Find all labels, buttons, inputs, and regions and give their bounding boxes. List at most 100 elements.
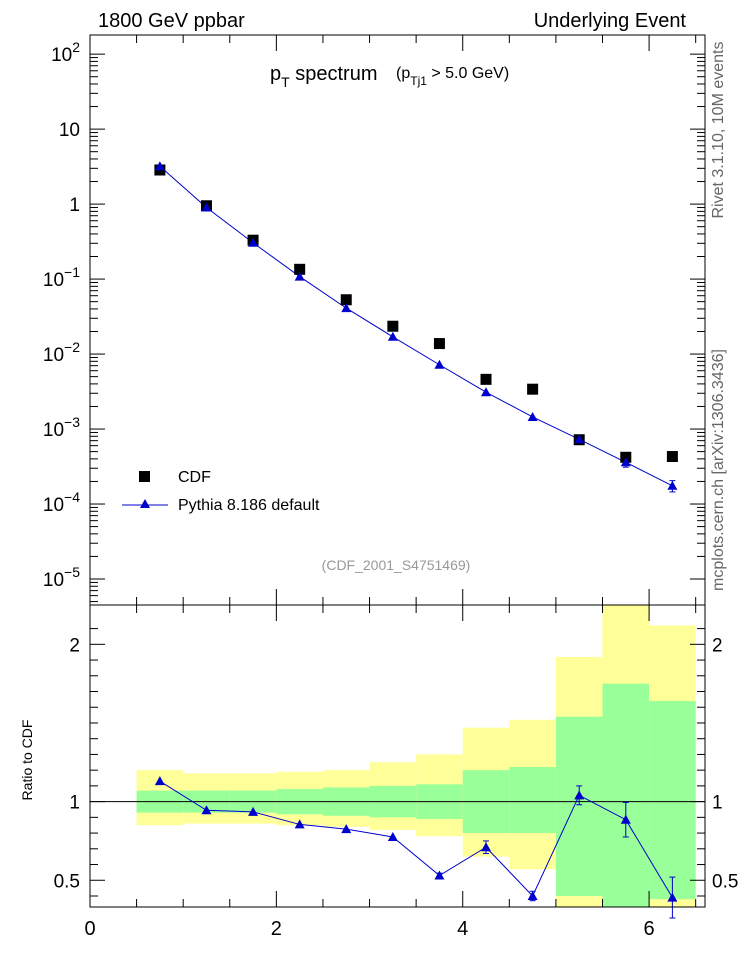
pythia-data-point	[387, 331, 398, 341]
y-tick-base: 10	[43, 420, 64, 441]
analysis-tag: (CDF_2001_S4751469)	[322, 557, 471, 573]
pythia-ratio-point	[527, 890, 538, 900]
title-cut-rest: > 5.0 GeV)	[427, 65, 509, 82]
ratio-inner-band	[555, 716, 603, 896]
ratio-y-tick-label-right: 1	[712, 793, 723, 814]
pythia-data-point	[201, 202, 212, 212]
y-tick-base: 10	[59, 120, 80, 141]
pythia-data-point	[294, 271, 305, 281]
y-tick-exp: −2	[64, 339, 80, 355]
ratio-inner-band	[649, 700, 696, 900]
y-tick-exp: −4	[64, 489, 80, 505]
legend-label-pythia: Pythia 8.186 default	[178, 497, 320, 514]
y-tick-label: 10−4	[43, 489, 80, 516]
plot-title: pT spectrum	[270, 63, 378, 90]
spectrum-frame	[89, 34, 706, 606]
pythia-ratio-point	[620, 814, 631, 824]
title-main-rest: spectrum	[290, 63, 378, 85]
y-tick-exp: −5	[64, 564, 80, 580]
pythia-data-point	[620, 457, 631, 467]
pythia-data-point	[341, 303, 352, 313]
title-cut-open: (p	[396, 65, 410, 82]
legend-label-cdf: CDF	[178, 469, 211, 486]
ratio-uncertainty-bands	[136, 605, 696, 907]
spectrum-series	[154, 161, 678, 493]
title-main: p	[270, 63, 281, 85]
x-tick-label: 0	[84, 918, 95, 940]
pythia-ratio-point	[667, 892, 678, 902]
ratio-series	[154, 776, 678, 919]
pythia-data-point	[248, 237, 259, 247]
pythia-ratio-point	[434, 870, 445, 880]
legend-marker-cdf	[139, 471, 150, 482]
plot-title-cut: (pTj1 > 5.0 GeV)	[396, 65, 509, 88]
pythia-data-point	[434, 359, 445, 369]
cdf-data-point	[666, 451, 678, 463]
x-tick-label: 2	[271, 918, 282, 940]
legend: CDF Pythia 8.186 default	[122, 469, 320, 514]
cdf-data-point	[294, 263, 306, 275]
y-tick-exp: −1	[64, 264, 80, 280]
pythia-data-point	[574, 434, 585, 444]
ratio-y-tick-label: 1	[69, 793, 80, 814]
ratio-y-tick-label: 2	[69, 635, 80, 656]
ratio-y-tick-label: 0.5	[54, 871, 80, 892]
y-tick-base: 1	[69, 195, 80, 216]
ratio-y-axis: 0.5 0.5 1 1 2 2	[54, 628, 738, 897]
header-left: 1800 GeV ppbar	[98, 10, 245, 32]
pythia-data-point	[667, 480, 678, 490]
cdf-data-point	[340, 294, 352, 306]
pythia-ratio-point	[248, 806, 259, 816]
ratio-y-label: Ratio to CDF	[19, 720, 35, 801]
rivet-version-label: Rivet 3.1.10, 10M events	[710, 42, 727, 219]
ratio-frame	[89, 604, 706, 908]
pythia-ratio-point	[481, 842, 492, 852]
y-tick-base: 10	[51, 45, 72, 66]
title-cut-sub: Tj1	[410, 74, 427, 88]
y-tick-label: 10−5	[43, 564, 80, 591]
pythia-ratio-point	[341, 824, 352, 834]
ratio-panel: 0.5 0.5 1 1 2 2 0 2 4 6 Ratio to CDF	[19, 604, 738, 940]
cdf-data-point	[480, 373, 492, 385]
cdf-data-point	[433, 338, 445, 350]
ratio-inner-band	[509, 767, 556, 834]
mcplots-label: mcplots.cern.ch [arXiv:1306.3436]	[710, 349, 727, 591]
pythia-spectrum-line	[159, 165, 673, 487]
y-tick-base: 10	[43, 345, 64, 366]
ratio-y-tick-label-right: 2	[712, 635, 723, 656]
ratio-inner-band	[602, 683, 650, 907]
pythia-data-point	[154, 161, 165, 171]
pythia-ratio-point	[294, 819, 305, 829]
pythia-ratio-line	[159, 780, 673, 898]
ratio-y-tick-label-right: 0.5	[712, 871, 738, 892]
cdf-data-point	[620, 451, 632, 463]
y-tick-label: 102	[51, 39, 80, 66]
y-tick-label: 10−1	[43, 264, 80, 291]
y-tick-label: 10	[59, 120, 80, 141]
pythia-ratio-point	[387, 832, 398, 842]
y-tick-base: 10	[43, 495, 64, 516]
cdf-data-point	[527, 383, 539, 395]
pythia-ratio-point	[574, 790, 585, 800]
pythia-data-point	[527, 411, 538, 421]
y-tick-label: 1	[69, 195, 80, 216]
title-main-sub: T	[281, 74, 290, 90]
pythia-data-point	[481, 387, 492, 397]
pythia-ratio-point	[201, 805, 212, 815]
y-tick-label: 10−3	[43, 414, 80, 441]
legend-marker-pythia	[140, 499, 150, 508]
y-tick-base: 10	[43, 570, 64, 591]
y-tick-exp: −3	[64, 414, 80, 430]
y-tick-label: 10−2	[43, 339, 80, 366]
ratio-x-axis: 0 2 4 6	[84, 605, 697, 940]
y-tick-exp: 2	[72, 39, 80, 55]
y-tick-base: 10	[43, 270, 64, 291]
x-tick-label: 6	[644, 918, 655, 940]
pythia-ratio-point	[154, 776, 165, 786]
cdf-data-point	[387, 320, 399, 332]
header-right: Underlying Event	[534, 10, 687, 32]
x-tick-label: 4	[457, 918, 468, 940]
